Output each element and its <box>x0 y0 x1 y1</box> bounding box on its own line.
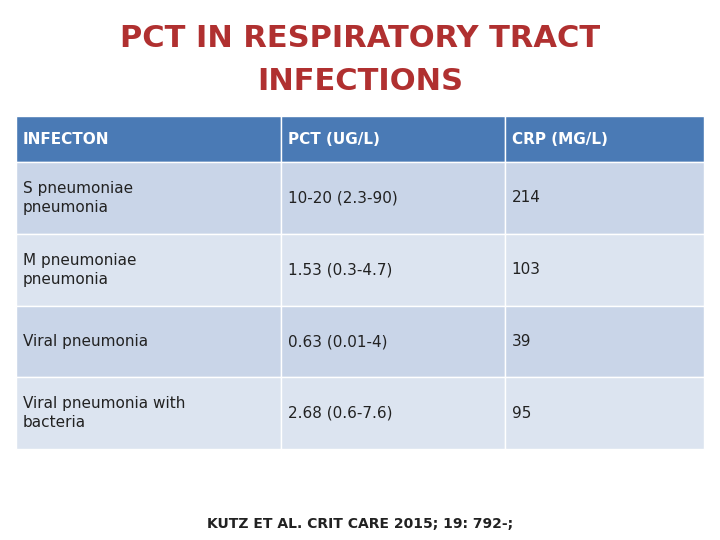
Text: INFECTON: INFECTON <box>23 132 109 146</box>
FancyBboxPatch shape <box>281 377 505 449</box>
FancyBboxPatch shape <box>505 377 704 449</box>
Text: 103: 103 <box>512 262 541 277</box>
FancyBboxPatch shape <box>505 234 704 306</box>
Text: 0.63 (0.01-4): 0.63 (0.01-4) <box>288 334 387 349</box>
Text: Viral pneumonia: Viral pneumonia <box>23 334 148 349</box>
FancyBboxPatch shape <box>281 306 505 377</box>
FancyBboxPatch shape <box>16 116 281 162</box>
FancyBboxPatch shape <box>16 234 281 306</box>
Text: 1.53 (0.3-4.7): 1.53 (0.3-4.7) <box>288 262 392 277</box>
Text: Viral pneumonia with
bacteria: Viral pneumonia with bacteria <box>23 396 186 430</box>
Text: M pneumoniae
pneumonia: M pneumoniae pneumonia <box>23 253 137 287</box>
Text: CRP (MG/L): CRP (MG/L) <box>512 132 608 146</box>
FancyBboxPatch shape <box>281 116 505 162</box>
FancyBboxPatch shape <box>281 234 505 306</box>
Text: 95: 95 <box>512 406 531 421</box>
Text: S pneumoniae
pneumonia: S pneumoniae pneumonia <box>23 181 133 215</box>
Text: INFECTIONS: INFECTIONS <box>257 68 463 97</box>
FancyBboxPatch shape <box>505 116 704 162</box>
FancyBboxPatch shape <box>505 162 704 234</box>
Text: KUTZ ET AL. CRIT CARE 2015; 19: 792-;: KUTZ ET AL. CRIT CARE 2015; 19: 792-; <box>207 517 513 531</box>
FancyBboxPatch shape <box>16 377 281 449</box>
Text: 10-20 (2.3-90): 10-20 (2.3-90) <box>288 191 397 205</box>
FancyBboxPatch shape <box>16 306 281 377</box>
Text: PCT IN RESPIRATORY TRACT: PCT IN RESPIRATORY TRACT <box>120 24 600 53</box>
Text: 214: 214 <box>512 191 541 205</box>
FancyBboxPatch shape <box>16 162 281 234</box>
FancyBboxPatch shape <box>281 162 505 234</box>
Text: 2.68 (0.6-7.6): 2.68 (0.6-7.6) <box>288 406 392 421</box>
Text: 39: 39 <box>512 334 531 349</box>
Text: PCT (UG/L): PCT (UG/L) <box>288 132 380 146</box>
FancyBboxPatch shape <box>505 306 704 377</box>
